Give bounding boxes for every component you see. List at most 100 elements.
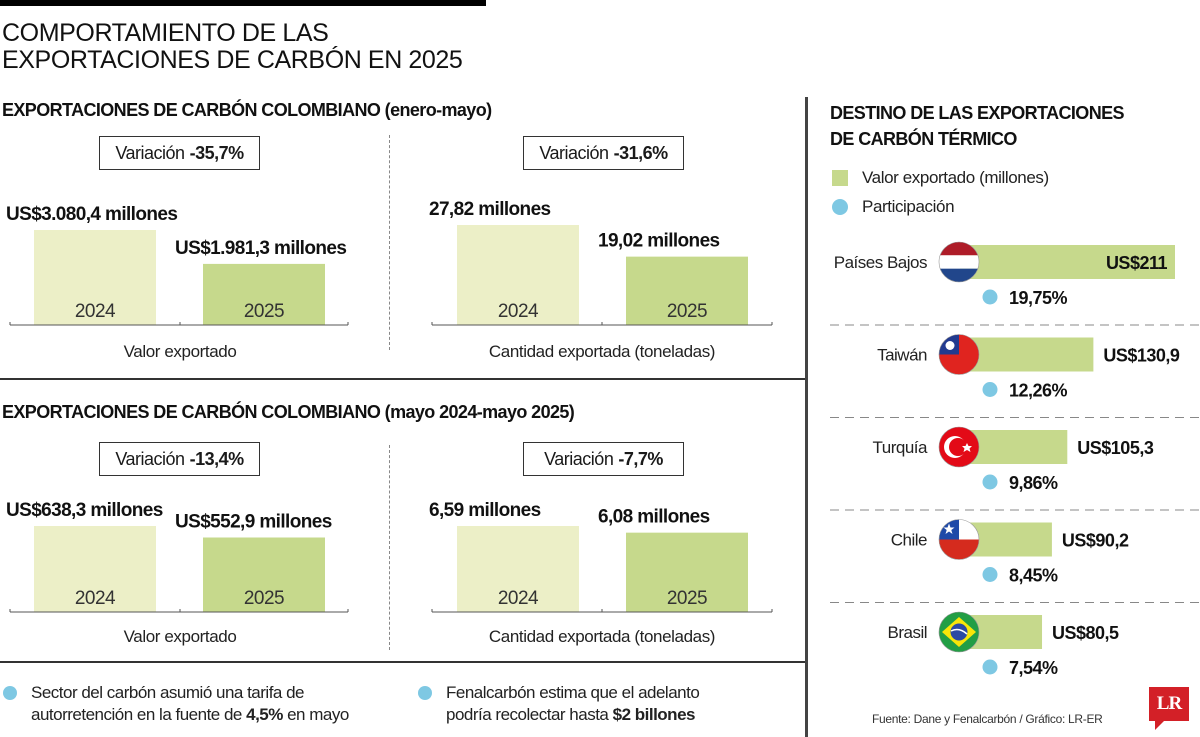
bar-value-label: US$3.080,4 millones	[6, 204, 177, 225]
year-label: 2024	[498, 301, 539, 322]
year-label: 2024	[75, 301, 116, 322]
variation-value: -31,6%	[613, 142, 669, 163]
destination-row: Chile US$90,28,45%	[891, 519, 1129, 586]
year-label: 2024	[75, 588, 116, 609]
variation-box: Variación -13,4%	[99, 442, 260, 476]
year-label: 2025	[244, 588, 284, 609]
legend-item-value: Valor exportado (millones)	[832, 168, 1049, 188]
bar-2025	[203, 263, 325, 325]
note-line1: Fenalcarbón estima que el adelanto	[446, 683, 700, 702]
variation-label: Variación	[539, 142, 609, 163]
bar-value-label: US$1.981,3 millones	[175, 238, 346, 259]
value-label: US$211	[1106, 253, 1168, 273]
blue-dot-icon	[832, 199, 848, 215]
bar-chart-quantity-mayo-mayo: 2024 6,59 millones 2025 6,08 millones Cantid…	[429, 500, 773, 646]
year-label: 2024	[498, 588, 539, 609]
taiwan-flag-icon	[939, 334, 979, 375]
share-dot-icon	[982, 474, 998, 490]
share-label: 9,86%	[1009, 473, 1058, 493]
destinations-bar-chart: Países Bajos US$211 19,75% Taiwán US$130,9 12…	[830, 241, 1200, 678]
year-label: 2025	[244, 301, 284, 322]
column-divider	[805, 97, 808, 737]
lr-logo: LR	[1149, 687, 1189, 721]
section-divider	[0, 661, 806, 663]
variation-label: Variación	[115, 448, 185, 469]
axis-caption: Valor exportado	[124, 627, 237, 646]
lr-logo-tail	[1155, 721, 1164, 730]
value-label: US$105,3	[1077, 438, 1154, 458]
note-highlight: 4,5%	[246, 705, 283, 724]
bar-value-label: 27,82 millones	[429, 199, 551, 220]
bar-chart-quantity-enero-mayo: 2024 27,82 millones 2025 19,02 millones Cant…	[429, 199, 773, 361]
value-label: US$80,5	[1052, 623, 1119, 643]
bar-value-label: US$638,3 millones	[6, 500, 163, 521]
section-divider	[0, 378, 806, 380]
turkey-flag-icon	[939, 427, 979, 467]
legend-label: Participación	[862, 197, 955, 216]
year-label: 2025	[667, 588, 707, 609]
destination-row: Turquía US$105,3 9,86%	[873, 426, 1154, 493]
value-bar	[960, 337, 1094, 372]
section-title-mayo-mayo: EXPORTACIONES DE CARBÓN COLOMBIANO (mayo…	[2, 402, 575, 422]
bar-value-label: US$552,9 millones	[175, 512, 332, 533]
country-name: Brasil	[887, 623, 927, 642]
share-label: 7,54%	[1009, 658, 1058, 678]
variation-label: Variación	[544, 448, 614, 469]
value-label: US$130,9	[1103, 346, 1180, 366]
bar-2024	[34, 230, 156, 325]
share-label: 12,26%	[1009, 381, 1068, 401]
share-dot-icon	[982, 659, 998, 675]
panel-divider	[389, 445, 390, 650]
note-line2: autorretención en la fuente de 4,5% en m…	[31, 704, 349, 726]
note-line2: podría recolectar hasta $2 billones	[446, 704, 699, 726]
country-name: Turquía	[873, 438, 929, 457]
bar-2024	[457, 225, 579, 325]
year-label: 2025	[667, 301, 707, 322]
note-tarifa: Sector del carbón asumió una tarifa de a…	[31, 682, 349, 726]
bar-2024	[34, 526, 156, 612]
panel-divider	[389, 135, 390, 350]
destinations-title-line2: DE CARBÓN TÉRMICO	[830, 129, 1017, 149]
section-title-enero-mayo: EXPORTACIONES DE CARBÓN COLOMBIANO (ener…	[2, 100, 492, 120]
destination-row: Taiwán US$130,9 12,26%	[877, 334, 1180, 401]
bar-2024	[457, 526, 579, 612]
bar-chart-value-mayo-mayo: 2024 US$638,3 millones 2025 US$552,9 millon…	[6, 500, 349, 646]
bar-2025	[203, 537, 325, 612]
page-title-line1: COMPORTAMIENTO DE LAS	[2, 19, 329, 47]
destination-row: Países Bajos US$211 19,75%	[834, 241, 1175, 308]
netherlands-flag-icon	[939, 242, 979, 282]
variation-box: Variación -35,7%	[99, 136, 260, 170]
top-accent-bar	[0, 0, 486, 6]
green-square-icon	[832, 170, 848, 186]
note-highlight: $2 billones	[612, 705, 696, 724]
page-title: COMPORTAMIENTO DE LAS EXPORTACIONES DE C…	[2, 20, 602, 74]
destinations-title: DESTINO DE LAS EXPORTACIONES DE CARBÓN T…	[830, 100, 1190, 152]
country-name: Países Bajos	[834, 253, 927, 272]
bullet-dot-icon	[418, 686, 432, 700]
variation-label: Variación	[115, 142, 185, 163]
axis-caption: Cantidad exportada (toneladas)	[489, 627, 715, 646]
variation-value: -13,4%	[189, 448, 245, 469]
legend-item-share: Participación	[832, 197, 955, 217]
axis-caption: Cantidad exportada (toneladas)	[489, 342, 715, 361]
source-note: Fuente: Dane y Fenalcarbón / Gráfico: LR…	[872, 712, 1103, 726]
share-dot-icon	[982, 382, 998, 397]
legend-label: Valor exportado (millones)	[862, 168, 1049, 187]
bar-chart-value-enero-mayo: 2024 US$3.080,4 millones 2025 US$1.981,3 mi…	[6, 204, 349, 361]
value-bar	[960, 245, 1175, 279]
variation-value: -7,7%	[618, 448, 663, 469]
page-title-line2: EXPORTACIONES DE CARBÓN EN 2025	[2, 46, 463, 74]
share-dot-icon	[982, 567, 998, 582]
variation-value: -35,7%	[189, 142, 245, 163]
destination-row: Brasil US$80,5 7,54%	[887, 611, 1120, 678]
note-text: autorretención en la fuente de	[31, 705, 247, 724]
destinations-title-line1: DESTINO DE LAS EXPORTACIONES	[830, 103, 1125, 123]
note-fenalcarbon: Fenalcarbón estima que el adelanto podrí…	[446, 682, 700, 726]
share-dot-icon	[982, 289, 998, 305]
bar-value-label: 19,02 millones	[598, 231, 720, 252]
variation-box: Variación -7,7%	[523, 442, 684, 476]
bullet-dot-icon	[3, 686, 17, 700]
note-line1: Sector del carbón asumió una tarifa de	[31, 683, 305, 702]
share-label: 19,75%	[1009, 288, 1068, 308]
bar-2025	[626, 256, 748, 325]
